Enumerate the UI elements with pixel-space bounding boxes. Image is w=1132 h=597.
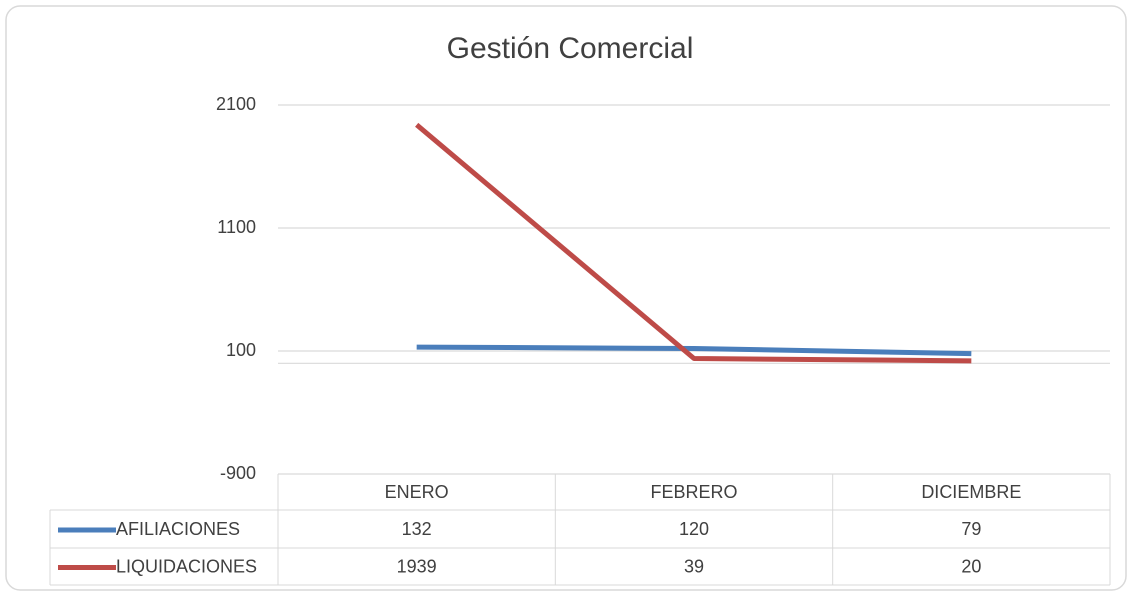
table-value: 20 bbox=[961, 556, 981, 576]
table-value: 1939 bbox=[397, 556, 437, 576]
y-tick-label: 2100 bbox=[216, 94, 256, 114]
table-value: 39 bbox=[684, 556, 704, 576]
y-tick-label: 1100 bbox=[217, 217, 256, 237]
x-tick-label: DICIEMBRE bbox=[921, 482, 1021, 502]
chart-frame bbox=[5, 5, 1127, 591]
table-value: 132 bbox=[402, 519, 432, 539]
y-tick-label: -900 bbox=[220, 463, 256, 483]
x-tick-label: FEBRERO bbox=[650, 482, 737, 502]
table-value: 79 bbox=[961, 519, 981, 539]
series-line bbox=[416, 344, 972, 357]
legend-label: LIQUIDACIONES bbox=[116, 556, 257, 576]
series-line bbox=[415, 122, 972, 364]
chart-title: Gestión Comercial bbox=[447, 32, 694, 65]
table-value: 120 bbox=[679, 519, 709, 539]
legend-label: AFILIACIONES bbox=[116, 519, 240, 539]
x-tick-label: ENERO bbox=[385, 482, 449, 502]
y-tick-label: 100 bbox=[226, 340, 256, 360]
